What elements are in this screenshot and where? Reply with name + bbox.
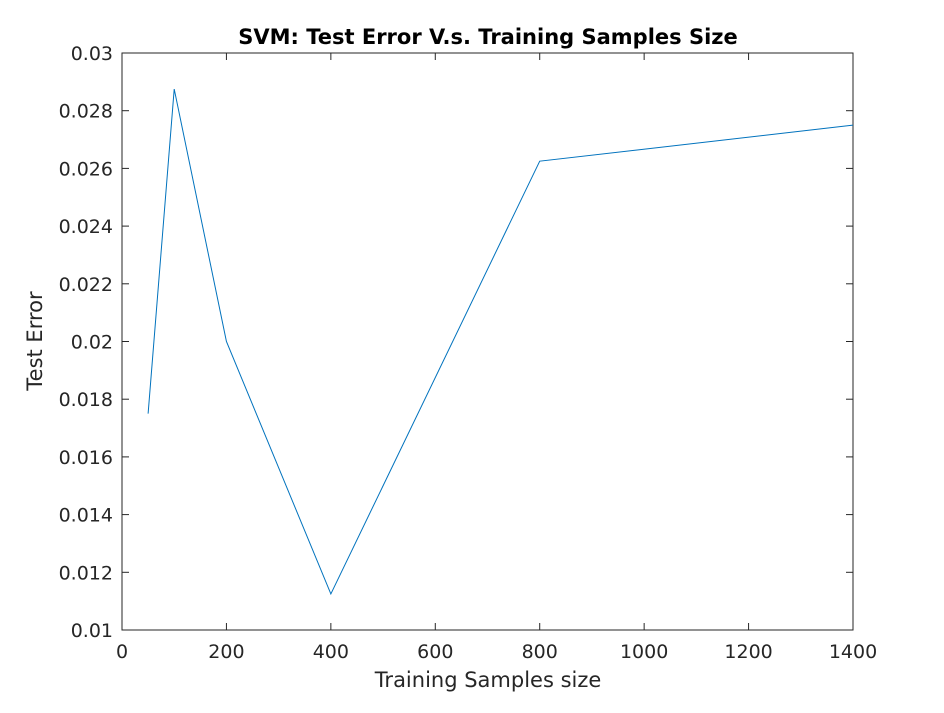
x-tick-label: 1400 (829, 641, 877, 663)
tick-labels: 0 200 400 600 800 1000 1200 1400 0.01 0.012 0.014 0… (59, 43, 878, 663)
x-tick-label: 600 (417, 641, 453, 663)
x-tick-label: 1200 (724, 641, 772, 663)
axis-ticks (121, 52, 854, 631)
x-tick-label: 1000 (620, 641, 668, 663)
series-layer (147, 88, 854, 596)
x-tick-label: 0 (116, 641, 128, 663)
y-axis-label: Test Error (23, 291, 47, 392)
y-tick-label: 0.014 (59, 505, 113, 527)
y-tick-label: 0.018 (59, 389, 113, 411)
x-tick-label: 400 (313, 641, 349, 663)
x-tick-label: 200 (208, 641, 244, 663)
y-tick-label: 0.026 (59, 158, 113, 180)
plot-area (121, 52, 854, 631)
series-line (147, 88, 854, 596)
y-tick-label: 0.022 (59, 274, 113, 296)
y-tick-label: 0.024 (59, 216, 113, 238)
y-tick-label: 0.01 (71, 620, 113, 642)
x-tick-label: 800 (522, 641, 558, 663)
y-tick-label: 0.03 (71, 43, 113, 65)
y-tick-label: 0.028 (59, 101, 113, 123)
x-axis-label: Training Samples size (374, 668, 602, 692)
y-tick-label: 0.02 (71, 332, 113, 354)
y-tick-label: 0.016 (59, 447, 113, 469)
chart-title: SVM: Test Error V.s. Training Samples Si… (238, 25, 738, 49)
y-tick-label: 0.012 (59, 562, 113, 584)
